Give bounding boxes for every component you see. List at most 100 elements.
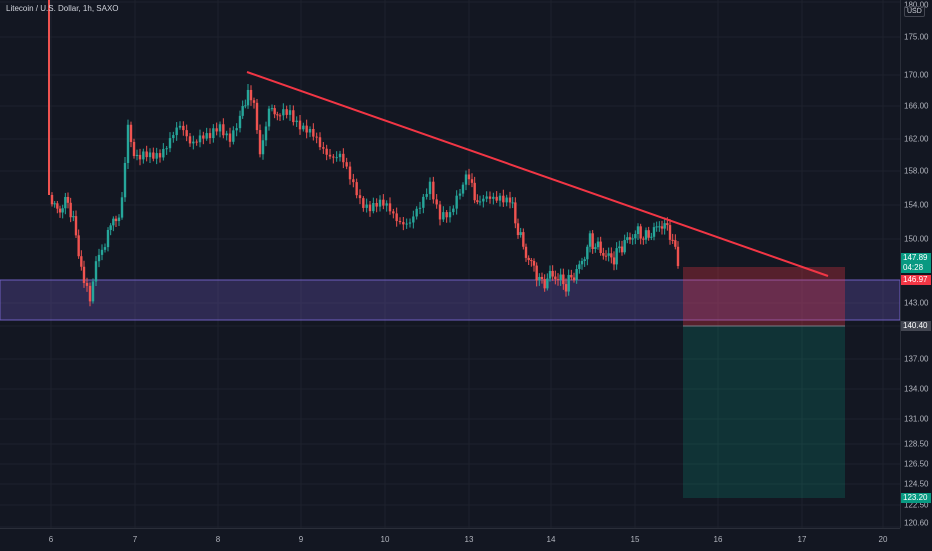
candle-body bbox=[202, 135, 205, 139]
candle-body bbox=[109, 225, 112, 230]
candle-body bbox=[524, 246, 528, 258]
candle-body bbox=[398, 221, 402, 223]
candle-body bbox=[473, 182, 476, 201]
candle-body bbox=[261, 140, 265, 155]
candle-body bbox=[591, 233, 594, 249]
candle-body bbox=[623, 240, 626, 253]
candle-body bbox=[395, 213, 398, 222]
price-tick-label: 134.00 bbox=[904, 384, 929, 394]
candle-body bbox=[634, 234, 637, 239]
candle-body bbox=[530, 260, 533, 262]
candle-body bbox=[476, 200, 479, 202]
price-tick-label: 122.50 bbox=[904, 500, 929, 510]
candle-body bbox=[85, 282, 89, 286]
candle-body bbox=[455, 195, 458, 209]
candle-body bbox=[195, 141, 198, 143]
candle-body bbox=[540, 276, 544, 280]
candle-body bbox=[315, 136, 318, 138]
candle-body bbox=[335, 157, 338, 159]
price-tick-label: 162.00 bbox=[904, 134, 929, 144]
candle-body bbox=[53, 203, 56, 205]
candle-body bbox=[255, 102, 259, 131]
price-tick-label: 158.00 bbox=[904, 166, 929, 176]
candle-body bbox=[212, 128, 215, 139]
descending-trendline[interactable] bbox=[246, 71, 829, 277]
candle-body bbox=[192, 141, 195, 144]
candle-body bbox=[607, 253, 610, 256]
candle-body bbox=[278, 115, 282, 117]
candle-body bbox=[228, 133, 232, 142]
candle-body bbox=[155, 153, 158, 159]
candle-body bbox=[580, 261, 584, 265]
candle-body bbox=[392, 211, 395, 214]
candle-body bbox=[660, 226, 664, 229]
candle-body bbox=[372, 203, 375, 212]
candle-body bbox=[612, 257, 616, 265]
candle-body bbox=[650, 236, 653, 238]
candle-body bbox=[241, 106, 244, 116]
price-chart[interactable] bbox=[0, 0, 900, 528]
currency-badge[interactable]: USD bbox=[904, 6, 925, 17]
candle-body bbox=[639, 226, 642, 239]
candle-body bbox=[345, 162, 348, 167]
candle-body bbox=[292, 110, 295, 123]
candle-body bbox=[583, 259, 586, 262]
price-tick-label: 143.00 bbox=[904, 298, 929, 308]
candle-body bbox=[66, 196, 70, 203]
candle-body bbox=[152, 152, 155, 159]
candle-body bbox=[467, 174, 471, 180]
candle-body bbox=[325, 148, 328, 155]
candle-body bbox=[482, 198, 485, 202]
candle-body bbox=[532, 261, 536, 266]
candle-body bbox=[100, 249, 104, 255]
candle-body bbox=[428, 181, 432, 195]
price-tick-label: 124.50 bbox=[904, 479, 929, 489]
price-tick-label: 150.00 bbox=[904, 234, 929, 244]
candle-body bbox=[162, 148, 165, 158]
candle-body bbox=[318, 137, 322, 148]
chart-canvas[interactable]: Litecoin / U.S. Dollar, 1h, SAXO bbox=[0, 0, 900, 528]
candle-body bbox=[185, 130, 188, 137]
candle-body bbox=[365, 204, 368, 208]
candle-body bbox=[382, 199, 385, 206]
candle-body bbox=[586, 246, 589, 260]
candle-body bbox=[596, 241, 600, 248]
support-zone[interactable] bbox=[0, 279, 900, 321]
candle-body bbox=[594, 247, 597, 249]
candle-body bbox=[172, 135, 175, 139]
time-axis[interactable]: 6 7 8 9 10 13 14 15 16 17 20 bbox=[0, 528, 900, 551]
candle-body bbox=[112, 218, 115, 226]
candle-body bbox=[332, 156, 335, 158]
candle-body bbox=[636, 226, 640, 235]
candle-body bbox=[69, 202, 72, 218]
candle-body bbox=[464, 174, 468, 185]
stop-loss-zone[interactable] bbox=[683, 267, 845, 326]
candle-body bbox=[295, 120, 298, 123]
candle-body bbox=[158, 153, 162, 158]
candle-body bbox=[103, 247, 107, 250]
grid-lines bbox=[0, 0, 900, 528]
candle-body bbox=[117, 217, 121, 222]
candle-body bbox=[362, 198, 365, 208]
candle-body bbox=[328, 154, 332, 157]
candle-body bbox=[74, 216, 78, 236]
candle-body bbox=[644, 230, 648, 240]
price-tick-label: 175.00 bbox=[904, 32, 929, 42]
candle-body bbox=[432, 181, 435, 200]
candlestick-series bbox=[48, 0, 680, 307]
symbol-title[interactable]: Litecoin / U.S. Dollar, 1h, SAXO bbox=[6, 4, 119, 13]
candle-body bbox=[668, 225, 672, 240]
candle-body bbox=[559, 274, 562, 280]
candle-body bbox=[519, 232, 522, 236]
candle-body bbox=[535, 265, 538, 281]
candle-body bbox=[276, 114, 279, 116]
candle-body bbox=[77, 235, 80, 257]
candle-body bbox=[578, 264, 581, 270]
candle-body bbox=[626, 237, 629, 241]
candle-body bbox=[610, 253, 613, 258]
candle-body bbox=[188, 136, 192, 144]
candle-body bbox=[511, 202, 514, 204]
candle-body bbox=[312, 128, 315, 137]
candle-body bbox=[488, 196, 492, 199]
take-profit-zone[interactable] bbox=[683, 326, 845, 498]
